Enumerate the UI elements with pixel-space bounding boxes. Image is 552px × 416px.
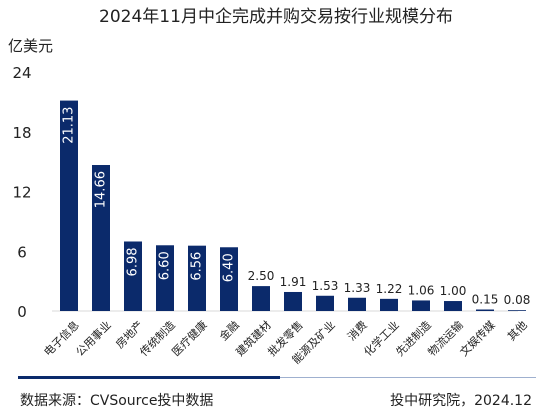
bar [476,309,494,311]
x-tick-label: 医疗健康 [169,318,210,359]
bar-value-label: 1.91 [280,275,307,289]
bar-value-label: 6.98 [126,247,141,276]
x-tick-label: 其他 [505,319,530,344]
footer-divider-accent [18,376,280,379]
bar-value-label: 2.50 [248,269,275,283]
bar [412,300,430,311]
bar-value-label: 6.40 [222,253,237,282]
footer-divider [280,377,536,378]
bar-value-label: 6.60 [158,251,173,280]
bar [220,247,238,311]
report-credit: 投中研究院，2024.12 [390,393,532,409]
bar [508,310,526,311]
bar-value-label: 1.06 [408,283,435,297]
bar [316,295,334,311]
bar [348,297,366,311]
bar-value-label: 1.33 [344,281,371,295]
bar [444,301,462,311]
y-tick-label: 18 [12,124,31,142]
bar [380,298,398,311]
bar [92,165,110,311]
bar-value-label: 1.53 [312,279,339,293]
bar [156,245,174,311]
value-labels: 21.13 14.66 6.98 6.60 6.56 6.40 2.50 1.91 1.53 1.… [62,107,531,308]
x-tick-label: 金融 [216,318,241,343]
y-tick-label: 24 [12,64,31,82]
x-tick-label: 文娱传媒 [457,318,498,359]
bar [252,286,270,311]
bar [124,241,142,311]
y-tick-label: 12 [12,184,31,202]
bars [60,100,526,311]
x-tick-label: 公用事业 [73,319,113,359]
bar-value-label: 0.15 [472,293,499,307]
y-tick-label: 0 [17,303,27,321]
bar-value-label: 1.00 [440,284,467,298]
bar [60,100,78,311]
bar [188,245,206,311]
data-source: 数据来源：CVSource投中数据 [20,393,214,409]
bar-value-label: 0.08 [504,293,531,307]
bar-value-label: 6.56 [190,252,205,281]
bar [284,291,302,311]
bar-value-label: 14.66 [94,171,109,208]
y-axis-label: 亿美元 [8,37,53,55]
y-tick-label: 6 [17,243,27,261]
bar-chart: 2024年11月中企完成并购交易按行业规模分布 亿美元 0 6 12 18 24 21.… [8,7,531,367]
y-axis-ticks: 0 6 12 18 24 [12,64,31,321]
bar-value-label: 21.13 [62,107,77,144]
x-tick-label: 消费 [344,318,369,343]
bar-value-label: 1.22 [376,282,403,296]
chart-title: 2024年11月中企完成并购交易按行业规模分布 [99,7,453,27]
